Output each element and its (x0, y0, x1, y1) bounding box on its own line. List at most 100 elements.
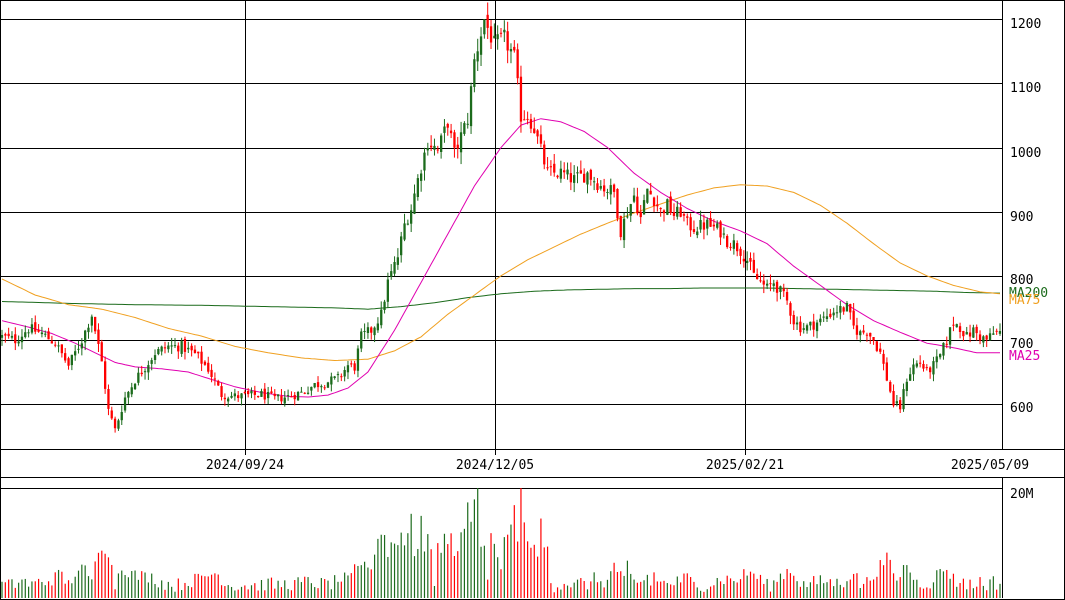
candle-body (306, 392, 310, 394)
candle-body (849, 304, 852, 313)
candle-body (27, 332, 30, 334)
candle-body (746, 260, 749, 263)
candle-body (353, 363, 356, 371)
candle-body (453, 132, 456, 148)
price-tick-700: 700 (1010, 337, 1033, 352)
candle-body (4, 334, 7, 336)
candle-body (100, 342, 103, 362)
candle-body (603, 185, 606, 192)
candle-body (57, 345, 60, 347)
candle-body (726, 236, 729, 248)
candle-body (948, 327, 952, 345)
legend-ma25: MA25 (1009, 349, 1040, 364)
candle-body (80, 343, 83, 349)
candle-body (739, 248, 742, 256)
candle-body (227, 398, 230, 402)
candle-body (479, 36, 483, 55)
candle-body (24, 332, 27, 338)
candle-body (709, 218, 712, 227)
candle-body (137, 372, 140, 383)
candle-body (64, 353, 67, 361)
candle-body (586, 172, 589, 185)
candle-body (147, 365, 150, 373)
candle-body (533, 128, 536, 134)
candle-body (286, 395, 290, 397)
date-label-2: 2024/12/05 (456, 458, 534, 473)
candle-body (336, 374, 340, 376)
candle-body (14, 334, 17, 344)
candle-body (659, 208, 662, 210)
candle-body (413, 193, 416, 214)
candle-body (330, 376, 333, 385)
candle-body (649, 190, 652, 195)
candle-body (380, 309, 383, 326)
candle-body (629, 204, 632, 216)
candle-body (583, 173, 586, 183)
candle-body (736, 243, 739, 252)
candle-body (493, 35, 496, 39)
candle-body (862, 330, 865, 333)
candle-body (393, 262, 396, 274)
candle-body (576, 172, 579, 174)
candle-body (752, 259, 755, 273)
candle-body (829, 313, 832, 317)
candle-body (326, 382, 330, 388)
candle-body (250, 390, 253, 394)
candle-body (167, 345, 170, 350)
candle-body (94, 316, 97, 332)
candle-body (573, 175, 576, 183)
candle-body (207, 362, 210, 372)
candle-body (157, 349, 160, 355)
price-tick-900: 900 (1010, 210, 1033, 225)
candle-body (559, 168, 562, 179)
candle-body (376, 323, 379, 331)
candle-body (952, 324, 955, 326)
price-tick-1200: 1200 (1010, 17, 1041, 32)
candle-body (193, 349, 197, 353)
candle-body (596, 183, 599, 190)
candle-body (143, 371, 147, 373)
date-label-3: 2025/02/21 (706, 458, 784, 473)
candle-body (845, 303, 849, 312)
moving-averages (1, 118, 1001, 398)
candle-body (426, 148, 429, 151)
candle-body (686, 216, 689, 218)
legend-ma75: MA75 (1009, 293, 1040, 308)
candle-body (589, 169, 592, 180)
candle-body (273, 393, 276, 397)
candle-body (113, 418, 117, 429)
candle-body (702, 222, 706, 230)
candle-body (672, 212, 676, 216)
candle-body (443, 126, 446, 133)
candles (0, 2, 1002, 433)
candle-body (133, 383, 137, 390)
candle-body (54, 344, 57, 346)
candle-body (652, 197, 656, 206)
candle-body (110, 410, 113, 419)
candle-body (945, 343, 948, 345)
candle-body (363, 331, 366, 332)
ma200-line (1, 287, 1000, 310)
candle-body (785, 292, 789, 301)
candle-body (972, 327, 975, 338)
candle-body (998, 331, 1002, 334)
candle-body (543, 144, 546, 165)
candle-body (895, 401, 898, 404)
candle-body (632, 195, 636, 202)
candle-body (257, 396, 260, 397)
candle-body (809, 321, 812, 326)
candle-body (190, 345, 193, 351)
candle-body (117, 420, 120, 429)
candle-body (220, 386, 223, 397)
candle-body (563, 170, 566, 173)
candle-body (436, 149, 439, 151)
candle-body (569, 173, 572, 183)
candle-body (120, 412, 123, 421)
legend-ma200: MA200 (1009, 286, 1048, 301)
candle-body (476, 51, 479, 62)
candle-body (759, 280, 762, 282)
candle-body (536, 130, 539, 137)
candle-body (516, 49, 519, 79)
candle-body (599, 186, 602, 189)
candle-body (506, 31, 509, 51)
